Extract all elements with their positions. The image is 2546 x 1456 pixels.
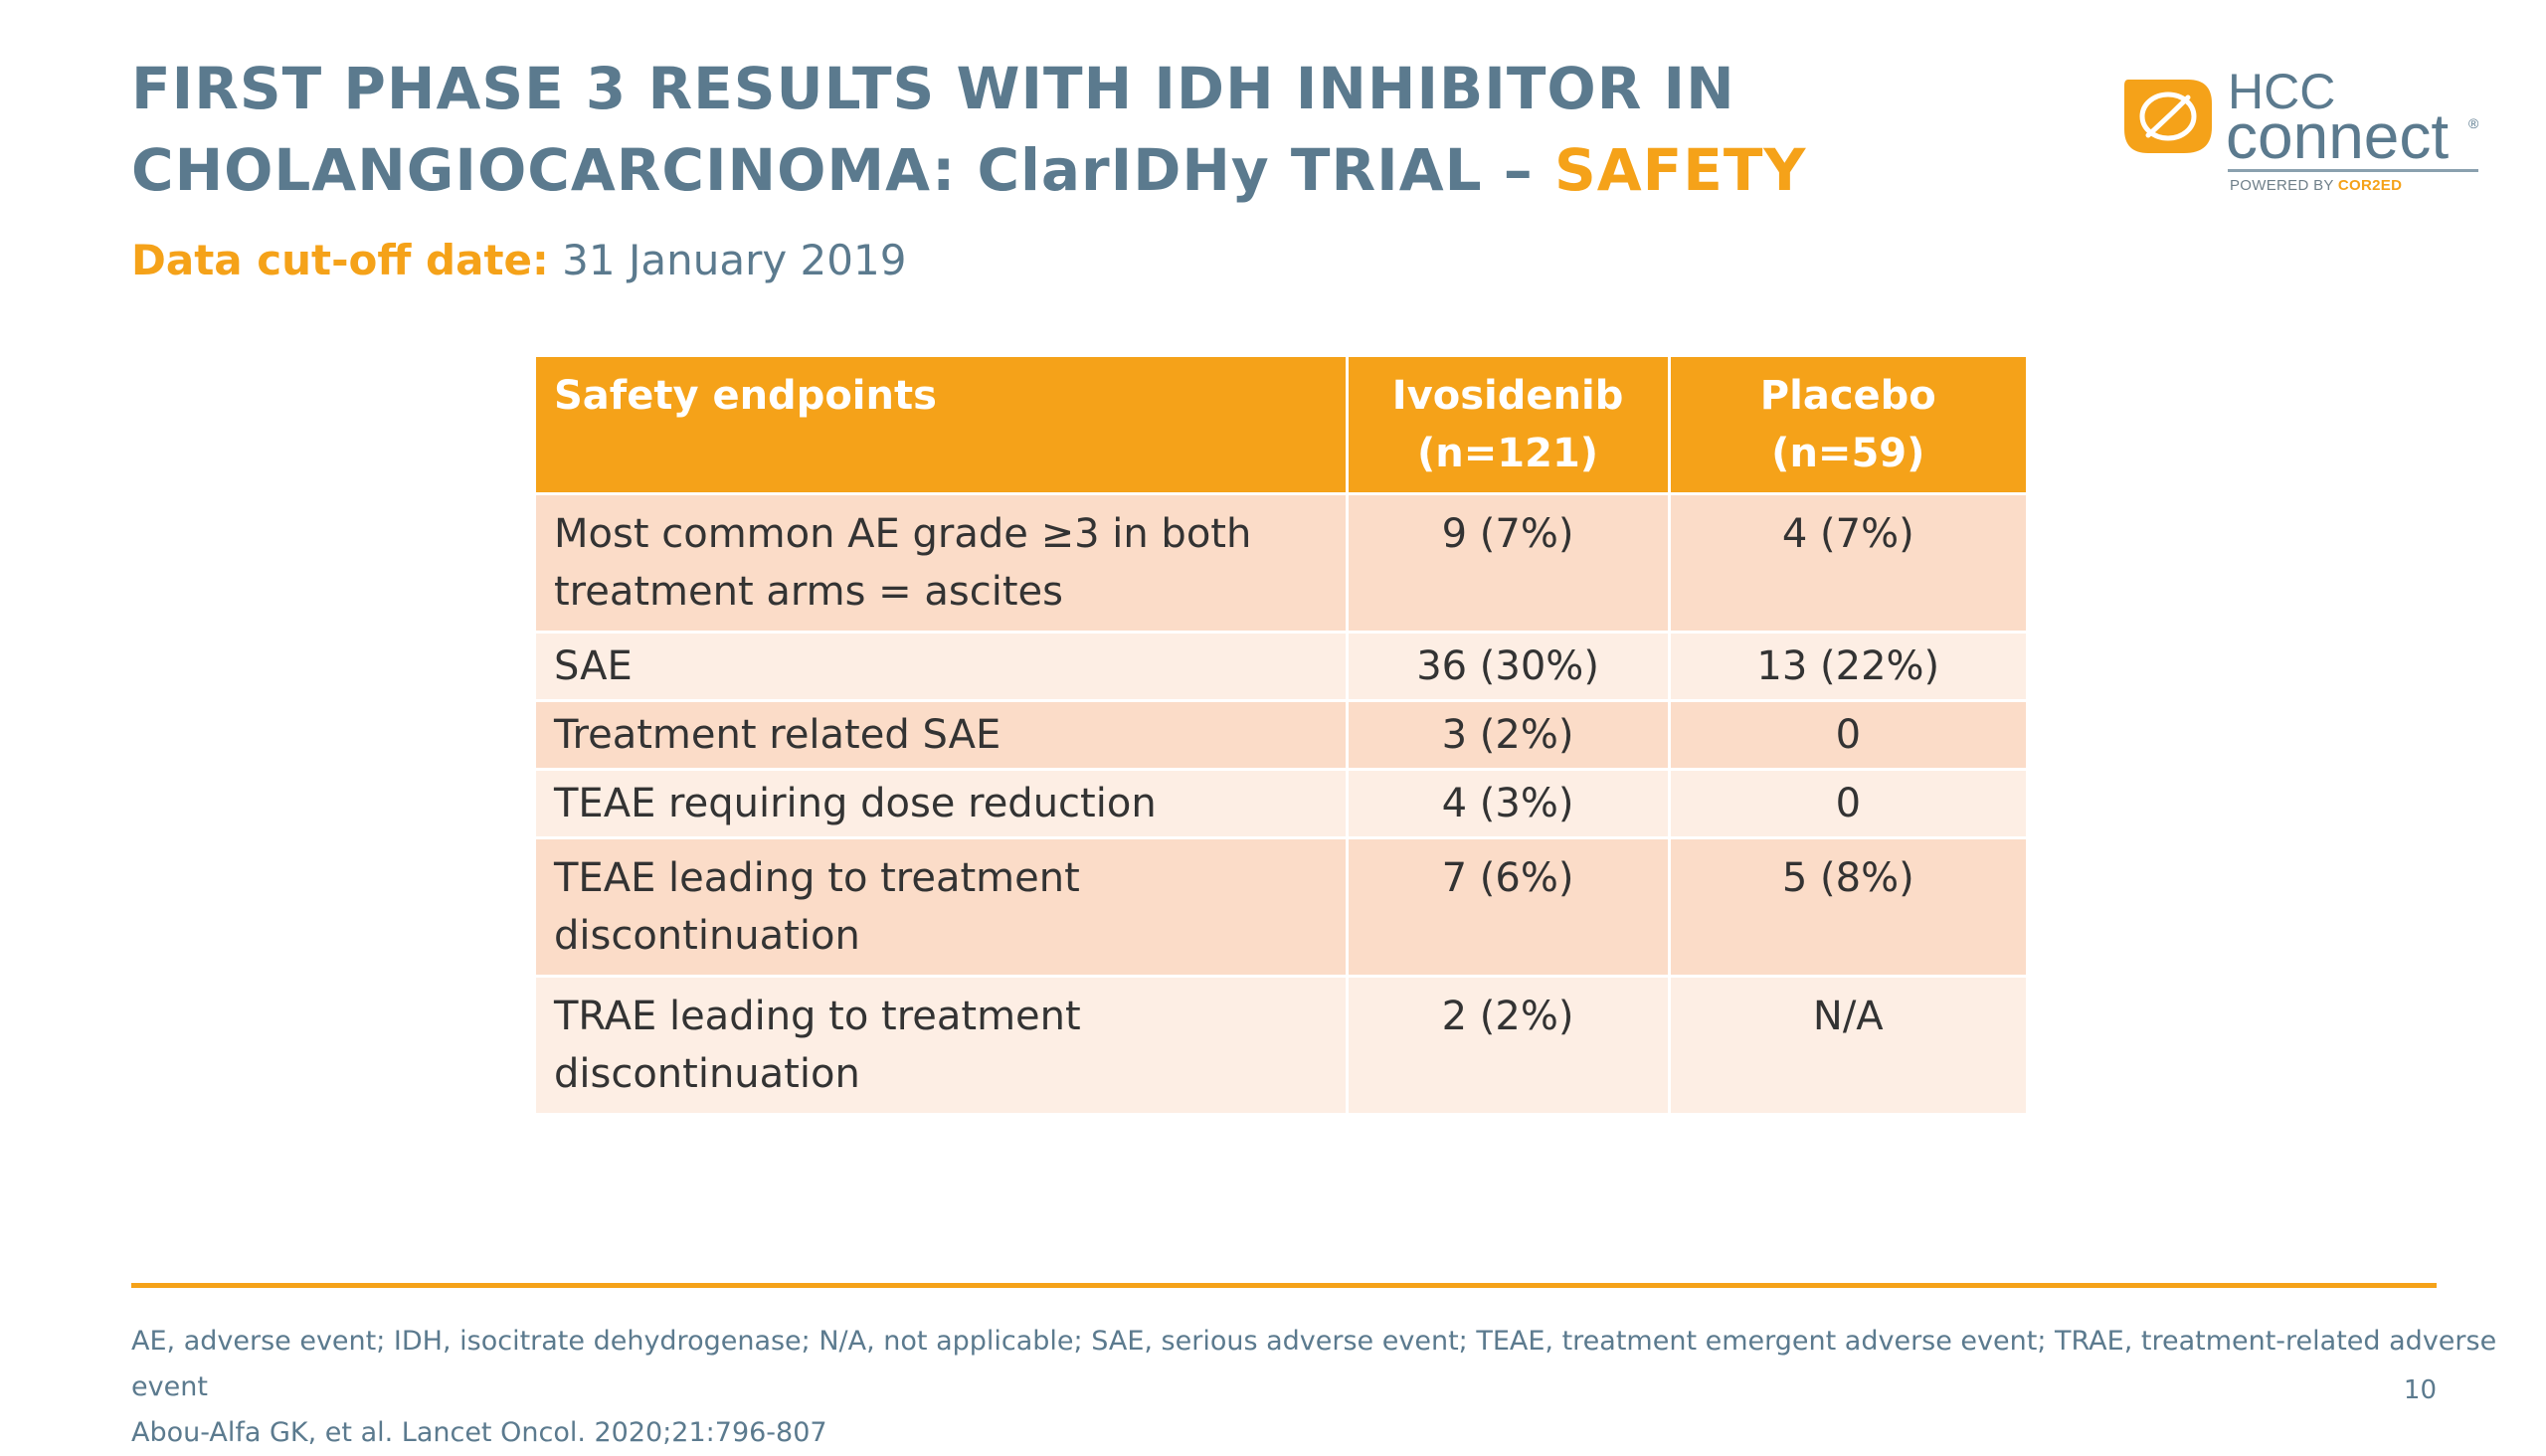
placebo-cell: 5 (8%)	[1667, 836, 2030, 978]
ivosidenib-cell: 7 (6%)	[1345, 836, 1671, 978]
slide-title: FIRST PHASE 3 RESULTS WITH IDH INHIBITOR…	[131, 48, 1921, 211]
ivosidenib-cell: 9 (7%)	[1345, 492, 1671, 634]
title-line-1: FIRST PHASE 3 RESULTS WITH IDH INHIBITOR…	[131, 55, 1735, 122]
endpoint-text: TEAE leading to treatment	[554, 855, 1080, 901]
abbreviations-footnote: AE, adverse event; IDH, isocitrate dehyd…	[131, 1326, 2497, 1402]
placebo-cell: 0	[1667, 699, 2030, 771]
ivosidenib-cell: 4 (3%)	[1345, 768, 1671, 839]
endpoint-cell: Treatment related SAE	[533, 699, 1349, 771]
endpoint-text: treatment arms = ascites	[554, 569, 1063, 615]
endpoint-cell: TEAE leading to treatment discontinuatio…	[533, 836, 1349, 978]
leaf-logo-icon	[2124, 80, 2212, 153]
placebo-cell: N/A	[1667, 975, 2030, 1116]
ivosidenib-cell: 2 (2%)	[1345, 975, 1671, 1116]
logo-brand-text: COR2ED	[2337, 177, 2403, 194]
placebo-cell: 4 (7%)	[1667, 492, 2030, 634]
endpoint-cell: TEAE requiring dose reduction	[533, 768, 1349, 839]
table-row: SAE 36 (30%) 13 (22%)	[533, 631, 2030, 702]
page-number: 10	[2403, 1375, 2437, 1405]
title-accent: SAFETY	[1553, 136, 1807, 204]
data-cutoff: Data cut-off date: 31 January 2019	[131, 231, 906, 290]
data-cutoff-value: 31 January 2019	[548, 236, 907, 284]
header-safety-endpoints: Safety endpoints	[533, 354, 1349, 495]
data-cutoff-label: Data cut-off date:	[131, 236, 549, 284]
hcc-connect-logo: HCC connect ® POWERED BY COR2ED	[2118, 64, 2479, 205]
header-placebo-n: (n=59)	[1771, 431, 1925, 476]
table-row: TEAE requiring dose reduction 4 (3%) 0	[533, 768, 2030, 839]
header-placebo-name: Placebo	[1759, 373, 1936, 419]
logo-registered-mark: ®	[2468, 115, 2479, 131]
header-ivosidenib: Ivosidenib (n=121)	[1345, 354, 1671, 495]
ivosidenib-cell: 3 (2%)	[1345, 699, 1671, 771]
logo-hcc-text: HCC	[2228, 64, 2336, 119]
placebo-cell: 13 (22%)	[1667, 631, 2030, 702]
header-ivosidenib-n: (n=121)	[1417, 431, 1599, 476]
endpoint-text: TRAE leading to treatment	[554, 994, 1081, 1039]
table-row: Treatment related SAE 3 (2%) 0	[533, 699, 2030, 771]
footer-divider	[131, 1283, 2437, 1288]
table-row: TEAE leading to treatment discontinuatio…	[533, 836, 2030, 978]
header-ivosidenib-name: Ivosidenib	[1391, 373, 1624, 419]
table-header-row: Safety endpoints Ivosidenib (n=121) Plac…	[533, 354, 2030, 495]
footnotes: AE, adverse event; IDH, isocitrate dehyd…	[131, 1319, 2546, 1456]
endpoint-text: discontinuation	[554, 1051, 860, 1097]
table-row: Most common AE grade ≥3 in both treatmen…	[533, 492, 2030, 634]
endpoint-cell: Most common AE grade ≥3 in both treatmen…	[533, 492, 1349, 634]
endpoint-cell: TRAE leading to treatment discontinuatio…	[533, 975, 1349, 1116]
header-placebo: Placebo (n=59)	[1667, 354, 2030, 495]
title-line-2: CHOLANGIOCARCINOMA: ClarIDHy TRIAL – SAF…	[131, 129, 1921, 211]
logo-powered-text: POWERED BY	[2230, 177, 2338, 194]
endpoint-text: Most common AE grade ≥3 in both	[554, 511, 1252, 557]
endpoint-text: discontinuation	[554, 913, 860, 959]
table-row: TRAE leading to treatment discontinuatio…	[533, 975, 2030, 1116]
logo-connect-text: connect	[2226, 100, 2450, 172]
title-line-2-main: CHOLANGIOCARCINOMA: ClarIDHy TRIAL –	[131, 136, 1554, 204]
endpoint-cell: SAE	[533, 631, 1349, 702]
logo-divider	[2228, 169, 2478, 172]
placebo-cell: 0	[1667, 768, 2030, 839]
safety-table: Safety endpoints Ivosidenib (n=121) Plac…	[533, 354, 2030, 1116]
reference-footnote: Abou-Alfa GK, et al. Lancet Oncol. 2020;…	[131, 1417, 827, 1448]
ivosidenib-cell: 36 (30%)	[1345, 631, 1671, 702]
logo-powered-by: POWERED BY COR2ED	[2230, 177, 2402, 195]
